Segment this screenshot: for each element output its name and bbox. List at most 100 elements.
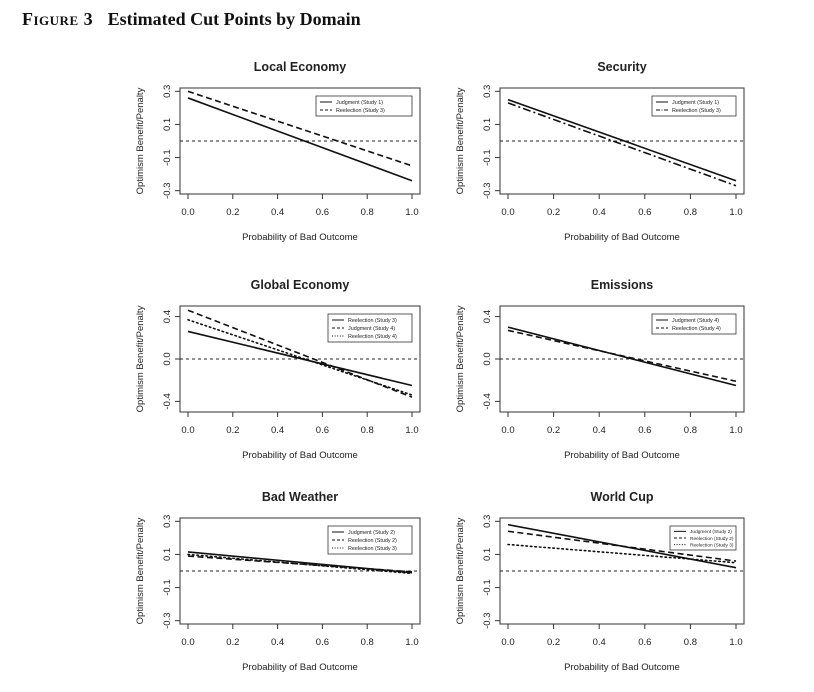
legend-box <box>651 95 737 117</box>
legend-entry: Judgment (Study 2) <box>348 530 395 536</box>
legend-entry: Reelection (Study 4) <box>348 334 397 340</box>
y-tick-label: -0.1 <box>162 579 173 595</box>
x-tick-label: 1.0 <box>405 207 418 218</box>
panel-title: Bad Weather <box>262 490 338 504</box>
y-tick-label: -0.1 <box>162 149 173 165</box>
legend-entry: Judgment (Study 4) <box>348 326 395 332</box>
x-axis-label: Probability of Bad Outcome <box>564 662 680 673</box>
y-tick-label: 0.3 <box>162 515 173 528</box>
y-axis-label: Optimism Benefit/Penalty <box>455 87 466 194</box>
series-line-judgment-study-2 <box>187 551 413 574</box>
panel-local-economy: Local Economy 0.0 0.2 0.4 0.6 0.8 1.0 -0.3 -0.1 0… <box>135 60 421 243</box>
x-tick-label: 0.6 <box>316 207 329 218</box>
x-tick-label: 0.2 <box>226 425 239 436</box>
x-tick-label: 0.0 <box>181 207 194 218</box>
x-tick-label: 0.6 <box>638 207 651 218</box>
y-axis-label: Optimism Benefit/Penalty <box>135 305 146 412</box>
panel-world-cup: World Cup 0.0 0.2 0.4 0.6 0.8 1.0 -0.3 -0.1 0.1 0.… <box>455 490 745 673</box>
y-axis-label: Optimism Benefit/Penalty <box>135 517 146 624</box>
y-tick-label: -0.3 <box>482 613 493 629</box>
y-tick-label: 0.0 <box>162 352 173 365</box>
x-tick-label: 0.8 <box>684 637 697 648</box>
x-tick-label: 0.4 <box>271 425 284 436</box>
legend: Reelection (Study 3) Judgment (Study 4) Re… <box>327 313 413 343</box>
legend-box <box>651 313 737 335</box>
series-line-reelection-study-3 <box>507 543 737 564</box>
series-line-reelection-study-2 <box>507 530 737 562</box>
panel-title: World Cup <box>591 490 654 504</box>
y-tick-label: 0.1 <box>482 548 493 561</box>
legend-entry: Reelection (Study 2) <box>690 536 734 542</box>
y-tick-label: -0.3 <box>482 183 493 199</box>
x-tick-label: 0.8 <box>684 207 697 218</box>
legend-entry: Judgment (Study 1) <box>672 100 719 106</box>
series-line-reelection-study-3 <box>187 330 413 387</box>
y-tick-label: 0.1 <box>162 548 173 561</box>
legend-entry: Reelection (Study 3) <box>672 108 721 114</box>
series-line-reelection-study-4 <box>187 318 413 396</box>
series-line-reelection-study-3 <box>187 553 413 575</box>
series-line-reelection-study-3 <box>187 90 413 167</box>
y-tick-label: 0.3 <box>162 85 173 98</box>
x-tick-label: 1.0 <box>729 637 742 648</box>
x-tick-label: 0.4 <box>271 637 284 648</box>
x-tick-label: 1.0 <box>729 207 742 218</box>
x-tick-label: 0.4 <box>593 425 606 436</box>
y-tick-label: -0.4 <box>162 393 173 409</box>
legend-entry: Judgment (Study 1) <box>336 100 383 106</box>
series-line-judgment-study-4 <box>187 309 413 398</box>
legend-entry: Judgment (Study 4) <box>672 318 719 324</box>
x-axis-label: Probability of Bad Outcome <box>564 450 680 461</box>
figure-title: Figure 3 Estimated Cut Points by Domain <box>22 9 361 30</box>
x-tick-label: 1.0 <box>405 425 418 436</box>
legend-entry: Judgment (Study 2) <box>690 529 732 535</box>
y-axis-label: Optimism Benefit/Penalty <box>455 305 466 412</box>
legend-entry: Reelection (Study 3) <box>336 108 385 114</box>
x-tick-label: 0.0 <box>181 425 194 436</box>
x-tick-label: 0.8 <box>361 637 374 648</box>
panel-global-economy: Global Economy 0.0 0.2 0.4 0.6 0.8 1.0 -0.4 0.0 0… <box>135 278 421 461</box>
x-tick-label: 0.8 <box>361 207 374 218</box>
y-tick-label: 0.1 <box>482 118 493 131</box>
series-line-judgment-study-1 <box>507 98 737 182</box>
x-tick-label: 0.0 <box>501 207 514 218</box>
figure-label: Figure 3 <box>22 9 94 29</box>
y-tick-label: -0.3 <box>162 613 173 629</box>
x-tick-label: 0.6 <box>316 425 329 436</box>
x-tick-label: 0.2 <box>547 207 560 218</box>
panel-bad-weather: Bad Weather 0.0 0.2 0.4 0.6 0.8 1.0 -0.3 -0.1 0.1… <box>135 490 421 673</box>
y-tick-label: 0.3 <box>482 515 493 528</box>
series-line-reelection-study-4 <box>507 329 737 383</box>
panel-title: Emissions <box>591 278 654 292</box>
panel-title: Security <box>597 60 646 74</box>
legend-entry: Reelection (Study 3) <box>690 542 734 548</box>
y-tick-label: -0.1 <box>482 149 493 165</box>
legend: Judgment (Study 1) Reelection (Study 3) <box>315 95 413 117</box>
y-tick-label: 0.4 <box>482 310 493 323</box>
y-tick-label: 0.4 <box>162 310 173 323</box>
y-tick-label: -0.3 <box>162 183 173 199</box>
y-axis-label: Optimism Benefit/Penalty <box>135 87 146 194</box>
x-tick-label: 0.6 <box>638 425 651 436</box>
legend: Judgment (Study 2) Reelection (Study 2) Re… <box>327 525 413 555</box>
y-tick-label: -0.4 <box>482 393 493 409</box>
y-tick-label: -0.1 <box>482 579 493 595</box>
x-tick-label: 0.4 <box>271 207 284 218</box>
x-tick-label: 0.2 <box>226 207 239 218</box>
legend-entry: Reelection (Study 3) <box>348 318 397 324</box>
x-axis-label: Probability of Bad Outcome <box>564 232 680 243</box>
x-tick-label: 0.2 <box>547 637 560 648</box>
panel-emissions: Emissions 0.0 0.2 0.4 0.6 0.8 1.0 -0.4 0.0 0.4 Pro… <box>455 278 745 461</box>
legend-entry: Reelection (Study 2) <box>348 538 397 544</box>
x-axis-label: Probability of Bad Outcome <box>242 662 358 673</box>
y-tick-label: 0.1 <box>162 118 173 131</box>
y-axis-label: Optimism Benefit/Penalty <box>455 517 466 624</box>
panel-security: Security 0.0 0.2 0.4 0.6 0.8 1.0 -0.3 -0.1 0.1 0.3… <box>455 60 745 243</box>
panel-title: Local Economy <box>254 60 346 74</box>
legend-entry: Reelection (Study 3) <box>348 546 397 552</box>
x-tick-label: 0.6 <box>638 637 651 648</box>
legend: Judgment (Study 2)Reelection (Study 2)Re… <box>669 525 737 551</box>
series-line-judgment-study-1 <box>187 97 413 182</box>
legend: Judgment (Study 4) Reelection (Study 4) <box>651 313 737 335</box>
legend-box <box>315 95 413 117</box>
